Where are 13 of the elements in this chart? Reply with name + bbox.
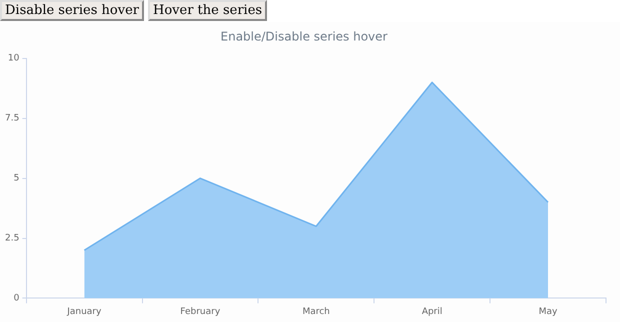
y-tick-label: 0 (14, 294, 20, 304)
y-tick-label: 2.5 (4, 234, 20, 244)
x-tick-label: January (66, 306, 102, 317)
x-tick-label: April (422, 306, 442, 317)
x-tick-label: May (538, 306, 558, 317)
x-tick-label: March (302, 306, 330, 317)
y-tick-label: 5 (14, 174, 20, 184)
chart-title: Enable/Disable series hover (220, 29, 388, 44)
y-tick-label: 10 (8, 54, 20, 64)
text: Disable series hover (0, 0, 144, 21)
y-tick-label: 7.5 (4, 114, 20, 124)
text: Hover the series (148, 0, 268, 21)
x-tick-label: February (180, 306, 221, 317)
